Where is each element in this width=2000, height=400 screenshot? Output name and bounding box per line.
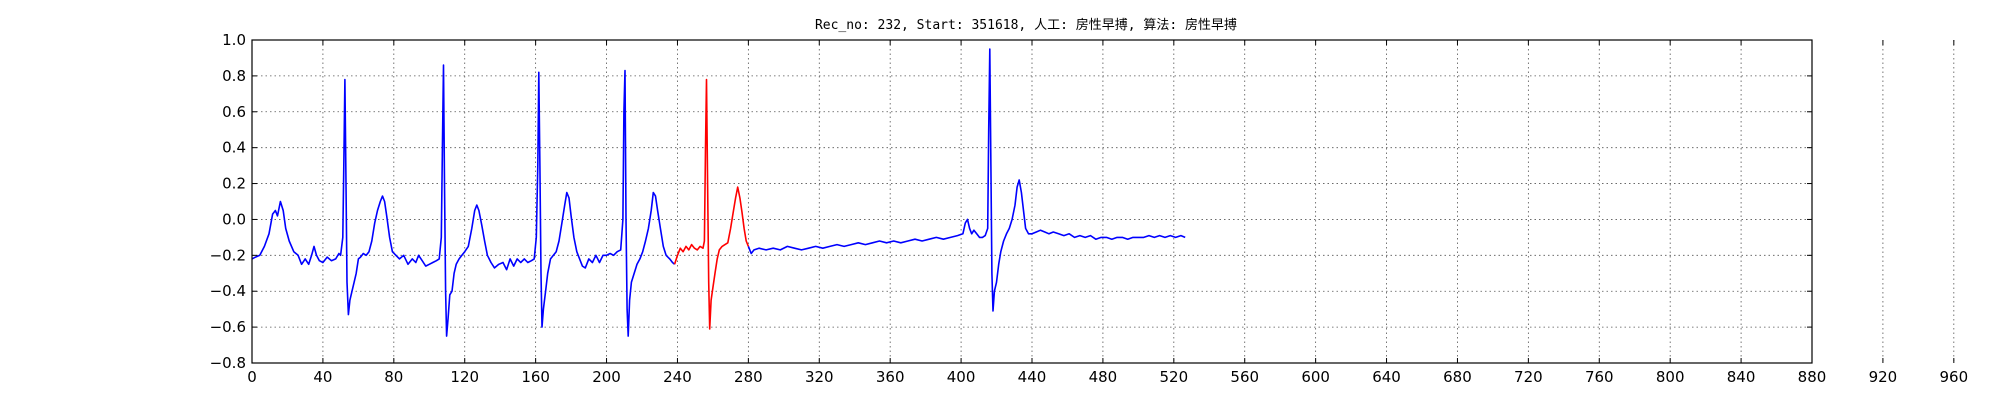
x-tick-label: 320 [805, 368, 834, 386]
y-tick-label: 1.0 [222, 31, 246, 49]
x-tick-label: 520 [1159, 368, 1188, 386]
x-tick-label: 440 [1018, 368, 1047, 386]
y-tick-label: 0.6 [222, 103, 246, 121]
x-tick-label: 40 [313, 368, 332, 386]
series-line [747, 48, 1186, 312]
x-tick-label: 240 [663, 368, 692, 386]
x-tick-label: 880 [1798, 368, 1827, 386]
y-tick-label: 0.0 [222, 210, 246, 228]
y-tick-label: −0.8 [210, 354, 246, 372]
x-tick-label: 200 [592, 368, 621, 386]
x-tick-label: 960 [1939, 368, 1968, 386]
x-tick-label: 400 [947, 368, 976, 386]
chart-title: Rec_no: 232, Start: 351618, 人工: 房性早搏, 算法… [815, 17, 1237, 33]
x-tick-label: 840 [1727, 368, 1756, 386]
x-tick-label: 360 [876, 368, 905, 386]
x-tick-label: 560 [1230, 368, 1259, 386]
x-tick-label: 160 [521, 368, 550, 386]
x-tick-label: 600 [1301, 368, 1330, 386]
x-tick-label: 120 [450, 368, 479, 386]
x-tick-label: 680 [1443, 368, 1472, 386]
series-lines [251, 48, 1186, 337]
x-tick-label: 640 [1372, 368, 1401, 386]
grid [251, 39, 1955, 364]
y-tick-label: −0.2 [210, 246, 246, 264]
y-tick-label: −0.4 [210, 282, 246, 300]
x-tick-label: 480 [1089, 368, 1118, 386]
x-tick-label: 720 [1514, 368, 1543, 386]
series-line [673, 78, 750, 330]
y-axis: 1.0 0.8 0.6 0.4 0.2 0.0 −0.2 −0.4 −0.6 −0.8 [210, 31, 246, 372]
x-tick-label: 80 [384, 368, 403, 386]
x-axis: 0 40 80 120 160 200 240 280 320 360 400 440 480 520 56… [247, 368, 1968, 386]
axis-ticks [251, 39, 1955, 364]
x-tick-label: 760 [1585, 368, 1614, 386]
series-line [251, 64, 676, 337]
x-tick-label: 0 [247, 368, 257, 386]
x-tick-label: 280 [734, 368, 763, 386]
x-tick-label: 920 [1869, 368, 1898, 386]
y-tick-label: 0.2 [222, 175, 246, 193]
y-tick-label: 0.8 [222, 67, 246, 85]
y-tick-label: 0.4 [222, 139, 246, 157]
x-tick-label: 800 [1656, 368, 1685, 386]
y-tick-label: −0.6 [210, 318, 246, 336]
